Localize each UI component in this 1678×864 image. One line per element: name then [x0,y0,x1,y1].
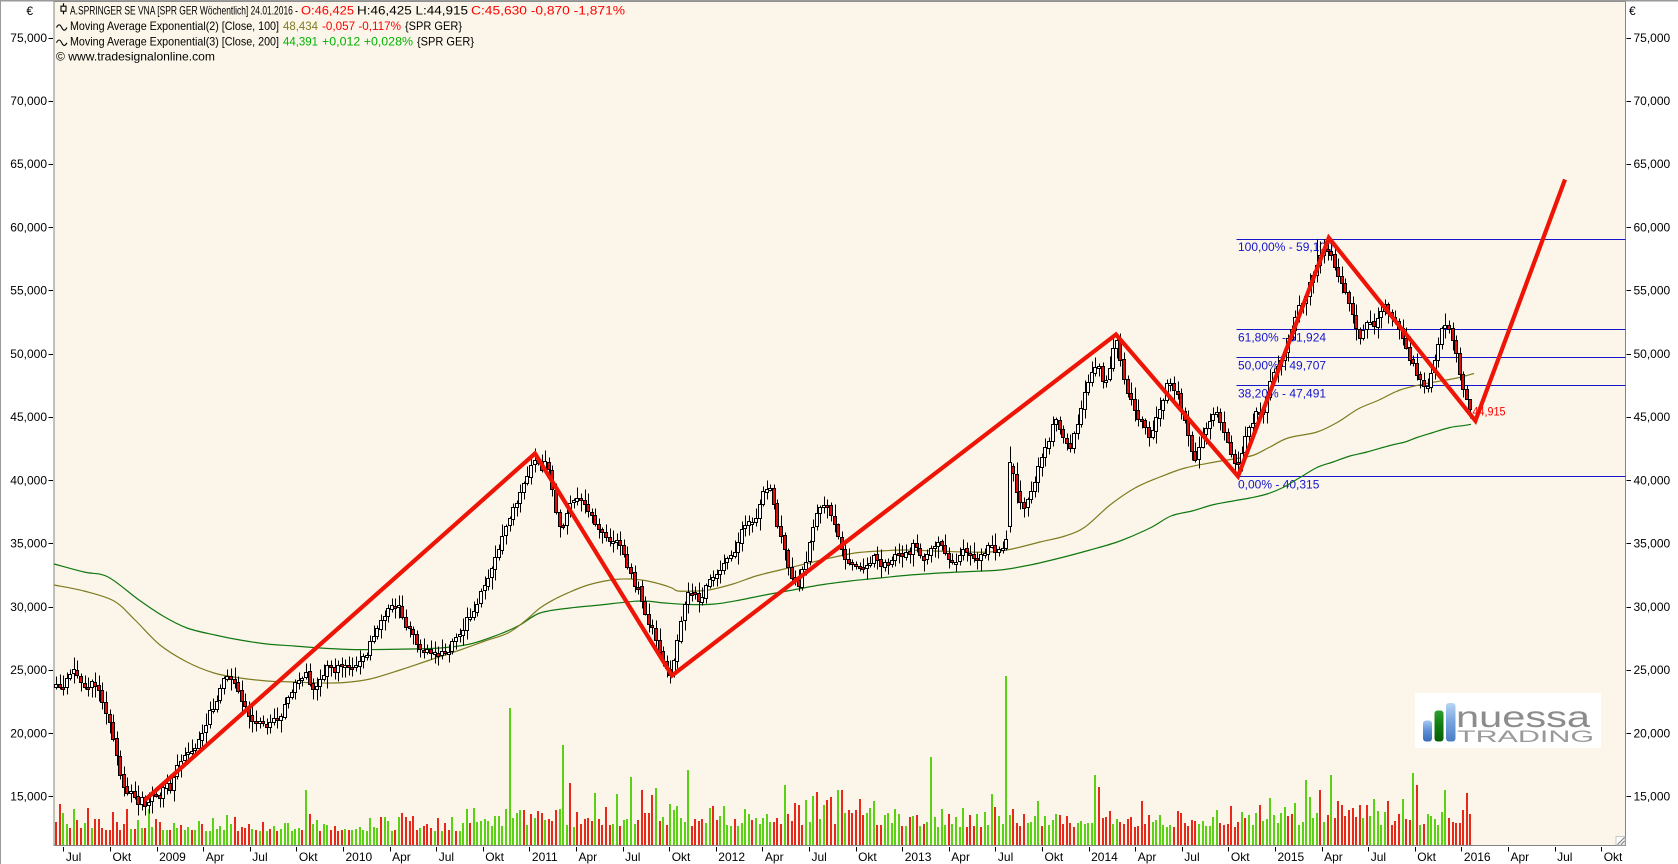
svg-text:Jul: Jul [66,850,81,864]
svg-text:nuessa: nuessa [1456,701,1590,734]
svg-text:2012: 2012 [718,850,745,864]
svg-text:€: € [26,4,33,18]
svg-text:75,000: 75,000 [1634,31,1671,45]
svg-text:15,000: 15,000 [1634,790,1671,804]
svg-text:A.SPRINGER SE VNA [SPR GER Wö: A.SPRINGER SE VNA [SPR GER Wöchentlich] … [70,4,298,18]
svg-text:40,000: 40,000 [1634,473,1671,487]
svg-text:Okt: Okt [299,850,318,864]
svg-text:H:46,425 L:44,915: H:46,425 L:44,915 [357,4,468,18]
svg-text:65,000: 65,000 [1634,157,1671,171]
svg-text:Okt: Okt [672,850,691,864]
svg-text:60,000: 60,000 [10,221,47,235]
svg-text:O:46,425: O:46,425 [301,4,354,18]
svg-text:75,000: 75,000 [10,31,47,45]
svg-text:Jul: Jul [625,850,640,864]
svg-text:Apr: Apr [765,850,784,864]
svg-text:Moving Average Exponential(2): Moving Average Exponential(2) [Close, 10… [70,19,279,33]
svg-text:Okt: Okt [113,850,132,864]
svg-text:50,000: 50,000 [1634,347,1671,361]
svg-text:35,000: 35,000 [10,537,47,551]
svg-text:€: € [1629,4,1636,18]
svg-text:Jul: Jul [812,850,827,864]
svg-text:2016: 2016 [1464,850,1491,864]
svg-text:44,915: 44,915 [1473,405,1506,419]
svg-text:Apr: Apr [951,850,970,864]
svg-text:45,000: 45,000 [1634,410,1671,424]
svg-text:-0,057 -0,117%: -0,057 -0,117% [322,19,401,33]
svg-text:2009: 2009 [159,850,186,864]
svg-text:2015: 2015 [1278,850,1305,864]
svg-text:20,000: 20,000 [1634,726,1671,740]
svg-text:48,434: 48,434 [283,19,318,33]
svg-text:Apr: Apr [1511,850,1530,864]
svg-text:65,000: 65,000 [10,157,47,171]
svg-text:+0,012 +0,028%: +0,012 +0,028% [322,34,413,48]
svg-text:30,000: 30,000 [1634,600,1671,614]
svg-text:2014: 2014 [1091,850,1118,864]
svg-text:2010: 2010 [346,850,373,864]
svg-text:Okt: Okt [1231,850,1250,864]
svg-text:Apr: Apr [1138,850,1157,864]
svg-text:40,000: 40,000 [10,473,47,487]
svg-text:Apr: Apr [1324,850,1343,864]
svg-text:2011: 2011 [532,850,558,864]
svg-text:Jul: Jul [998,850,1013,864]
svg-text:25,000: 25,000 [10,663,47,677]
svg-text:20,000: 20,000 [10,726,47,740]
svg-text:Moving Average Exponential(3): Moving Average Exponential(3) [Close, 20… [70,34,279,48]
svg-text:Jul: Jul [439,850,454,864]
svg-text:0,00% - 40,315: 0,00% - 40,315 [1238,477,1320,491]
svg-text:44,391: 44,391 [283,34,318,48]
svg-text:Jul: Jul [1184,850,1199,864]
svg-text:70,000: 70,000 [1634,94,1671,108]
svg-text:15,000: 15,000 [10,790,47,804]
svg-text:Jul: Jul [252,850,267,864]
svg-text:{SPR GER}: {SPR GER} [405,19,462,33]
svg-text:45,000: 45,000 [10,410,47,424]
svg-text:55,000: 55,000 [1634,284,1671,298]
svg-text:60,000: 60,000 [1634,221,1671,235]
svg-text:Jul: Jul [1371,850,1386,864]
svg-text:Okt: Okt [1604,850,1623,864]
svg-text:25,000: 25,000 [1634,663,1671,677]
svg-text:2013: 2013 [905,850,932,864]
svg-text:70,000: 70,000 [10,94,47,108]
svg-text:55,000: 55,000 [10,284,47,298]
svg-text:C:45,630 -0,870 -1,871%: C:45,630 -0,870 -1,871% [471,4,625,18]
svg-text:35,000: 35,000 [1634,537,1671,551]
svg-text:Okt: Okt [485,850,504,864]
svg-text:50,000: 50,000 [10,347,47,361]
svg-text:100,00% - 59,100: 100,00% - 59,100 [1238,240,1333,254]
svg-text:{SPR GER}: {SPR GER} [417,34,474,48]
svg-text:TRADING: TRADING [1457,727,1594,746]
svg-text:Apr: Apr [392,850,411,864]
svg-text:© www.tradesignalonline.com: © www.tradesignalonline.com [56,50,215,64]
svg-text:38,20% - 47,491: 38,20% - 47,491 [1238,387,1326,401]
svg-text:Okt: Okt [858,850,877,864]
svg-text:Okt: Okt [1045,850,1064,864]
svg-text:Apr: Apr [206,850,225,864]
svg-text:Okt: Okt [1417,850,1436,864]
svg-text:Apr: Apr [579,850,598,864]
svg-text:30,000: 30,000 [10,600,47,614]
svg-text:61,80% - 51,924: 61,80% - 51,924 [1238,331,1326,345]
svg-text:Jul: Jul [1557,850,1572,864]
